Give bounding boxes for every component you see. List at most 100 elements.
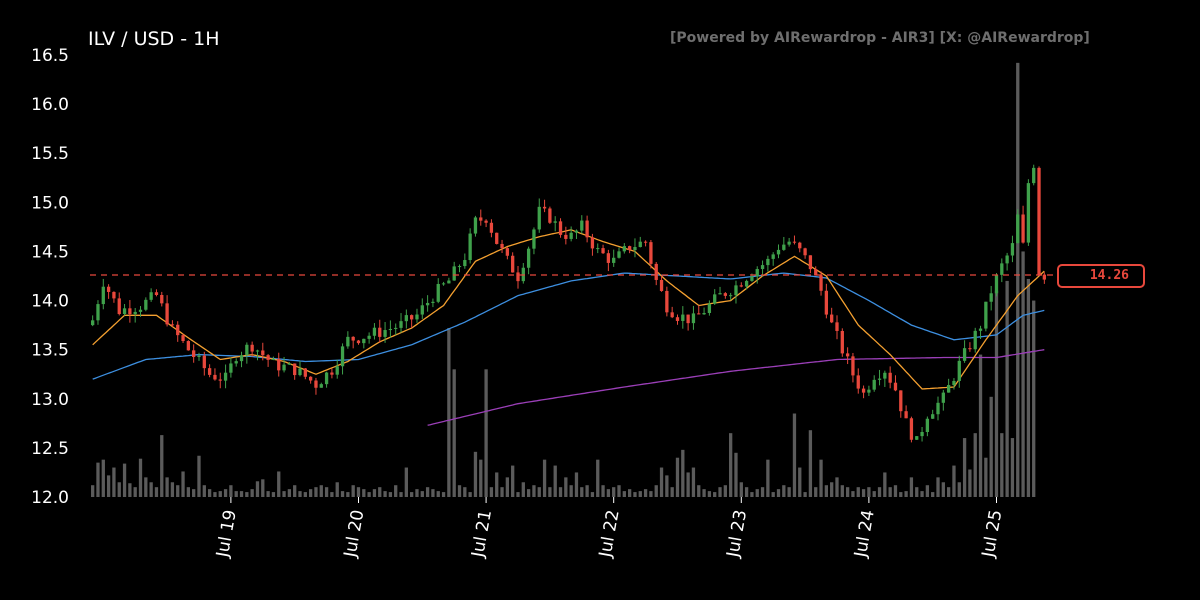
candle-body xyxy=(877,378,882,380)
candle-body xyxy=(378,327,382,337)
volume-bar xyxy=(298,491,302,497)
volume-bar xyxy=(824,485,829,497)
volume-bar xyxy=(537,487,541,497)
candle-body xyxy=(638,241,642,248)
volume-bar xyxy=(675,457,680,497)
candle-body xyxy=(952,380,956,386)
candle-body xyxy=(861,388,866,393)
candle-body xyxy=(760,265,765,270)
volume-bar xyxy=(798,467,802,497)
candle-body xyxy=(729,295,733,297)
candle-body xyxy=(207,368,212,375)
candle-body xyxy=(585,220,589,238)
candle-body xyxy=(213,374,217,380)
volume-bar xyxy=(255,481,260,497)
y-tick-label: 16.0 xyxy=(31,95,69,115)
volume-bar xyxy=(202,485,206,497)
volume-bar xyxy=(223,489,228,497)
volume-bar xyxy=(580,487,584,497)
volume-bar xyxy=(739,482,743,497)
volume-bar xyxy=(702,489,706,497)
candle-body xyxy=(197,355,201,358)
volume-bar xyxy=(888,487,892,497)
volume-bar xyxy=(845,487,850,497)
volume-bar xyxy=(526,489,531,497)
volume-bar xyxy=(463,487,467,497)
candle-body xyxy=(261,350,265,356)
candle-body xyxy=(973,330,977,350)
candle-body xyxy=(410,315,414,320)
volume-bar xyxy=(808,430,813,497)
volume-bar xyxy=(457,485,462,497)
candle-body xyxy=(612,257,616,263)
candle-body xyxy=(936,402,940,415)
y-tick-label: 13.5 xyxy=(31,341,69,361)
candle-body xyxy=(925,418,930,433)
candle-body xyxy=(192,350,196,358)
candle-body xyxy=(532,229,536,249)
volume-bar xyxy=(840,485,844,497)
volume-bar xyxy=(207,489,212,497)
volume-bar xyxy=(819,459,823,497)
volume-bar xyxy=(877,487,882,497)
volume-bar xyxy=(431,489,435,497)
candle-body xyxy=(744,280,749,287)
x-tick-label: Jul 24 xyxy=(851,508,879,559)
x-axis: Jul 19 Jul 20 Jul 21 Jul 22 Jul 23 Jul 24 Jul … xyxy=(213,497,1006,560)
candle-body xyxy=(133,311,137,315)
candle-body xyxy=(346,336,350,347)
volume-bar xyxy=(776,489,781,497)
y-tick-label: 15.0 xyxy=(31,193,69,213)
volume-bar xyxy=(835,477,839,497)
candle-body xyxy=(984,301,988,329)
candle-body xyxy=(670,312,674,318)
candle-body xyxy=(601,248,605,254)
volume-bar xyxy=(516,492,520,497)
candle-body xyxy=(404,315,408,322)
candle-body xyxy=(489,222,494,233)
volume-bar xyxy=(803,492,807,497)
candle-body xyxy=(271,358,276,360)
volume-bar xyxy=(293,485,297,497)
volume-bar xyxy=(920,491,924,497)
candle-body xyxy=(176,324,180,336)
candle-body xyxy=(899,390,903,412)
candle-body xyxy=(957,360,961,381)
volume-bar xyxy=(867,487,871,497)
y-tick-label: 12.0 xyxy=(31,488,69,508)
volume-bar xyxy=(330,492,334,497)
volume-bar xyxy=(601,485,605,497)
y-tick-label: 14.5 xyxy=(31,242,69,262)
candle-body xyxy=(968,348,972,350)
volume-bar xyxy=(308,489,313,497)
volume-bar xyxy=(957,482,961,497)
volume-bar xyxy=(441,492,446,497)
volume-bar xyxy=(186,487,191,497)
candle-body xyxy=(845,353,850,357)
candle-body xyxy=(287,363,292,365)
candle-body xyxy=(277,358,281,371)
candle-body xyxy=(452,266,456,281)
volume-bar xyxy=(542,459,547,497)
volume-bar xyxy=(404,467,408,497)
candle-body xyxy=(548,208,552,223)
candle-body xyxy=(537,206,541,230)
volume-bar xyxy=(282,491,286,497)
candle-body xyxy=(803,248,807,256)
volume-bar xyxy=(830,482,834,497)
volume-bar xyxy=(633,492,637,497)
volume-bar xyxy=(436,491,440,497)
candle-body xyxy=(888,372,892,383)
candle-body xyxy=(186,341,191,351)
volume-bar xyxy=(149,482,153,497)
candle-body xyxy=(840,330,844,354)
volume-bar xyxy=(915,487,919,497)
volume-bar xyxy=(553,465,557,497)
candle-body xyxy=(117,298,121,315)
volume-bar xyxy=(165,477,169,497)
candle-body xyxy=(96,304,100,321)
volume-bar xyxy=(340,491,345,497)
volume-bar xyxy=(659,467,664,497)
candle-body xyxy=(250,344,254,352)
